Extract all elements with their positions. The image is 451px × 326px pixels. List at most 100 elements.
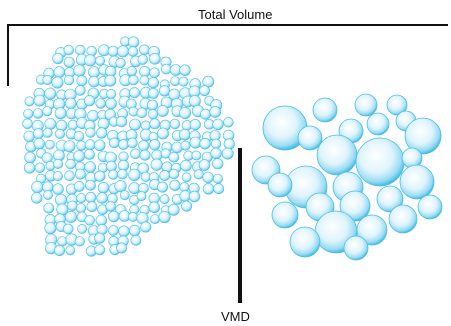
small-droplet (53, 245, 65, 257)
large-droplet (366, 112, 390, 136)
small-droplet (149, 67, 160, 79)
small-droplet (44, 139, 55, 150)
small-droplet (73, 180, 85, 192)
large-droplet-cluster (251, 93, 443, 261)
small-droplet (212, 118, 224, 131)
small-droplet (128, 74, 139, 86)
small-droplet (44, 222, 57, 235)
small-droplet (24, 151, 36, 164)
small-droplet (158, 211, 171, 224)
small-droplet (65, 158, 76, 170)
small-droplet (169, 179, 181, 191)
small-droplet (149, 118, 161, 130)
small-droplet (148, 201, 161, 214)
small-droplet-cluster (22, 36, 235, 257)
small-droplet (180, 140, 191, 151)
small-droplet (116, 242, 127, 254)
small-droplet (42, 106, 53, 117)
small-droplet (178, 76, 189, 87)
small-droplet (34, 162, 46, 173)
small-droplet (85, 191, 97, 203)
total-volume-bracket-line (7, 24, 448, 86)
small-droplet (167, 203, 180, 216)
small-droplet (75, 44, 86, 56)
small-droplet (94, 170, 106, 182)
small-droplet (137, 54, 149, 65)
small-droplet (85, 179, 96, 191)
small-droplet (139, 75, 150, 86)
small-droplet (158, 85, 171, 97)
small-droplet (33, 94, 46, 107)
small-droplet (179, 107, 192, 120)
small-droplet (129, 118, 141, 131)
small-droplet (42, 127, 53, 138)
small-droplet (44, 87, 57, 100)
small-droplet (129, 224, 141, 237)
small-droplet (117, 45, 130, 58)
small-droplet (75, 203, 87, 214)
small-droplet (23, 162, 36, 174)
small-droplet (84, 54, 97, 67)
large-droplet (376, 185, 404, 213)
small-droplet (33, 137, 45, 150)
small-droplet (32, 108, 44, 119)
total-volume-label: Total Volume (198, 7, 273, 22)
small-droplet (94, 244, 106, 256)
small-droplet (77, 223, 87, 234)
small-droplet (127, 46, 139, 57)
small-droplet (73, 150, 85, 162)
small-droplet (51, 76, 64, 89)
small-droplet (168, 168, 180, 180)
small-droplet (127, 137, 138, 149)
small-droplet (178, 128, 191, 141)
small-droplet (199, 85, 210, 97)
small-droplet (107, 45, 119, 57)
small-droplet (170, 76, 180, 86)
small-droplet (189, 136, 202, 149)
small-droplet (159, 170, 171, 181)
large-droplet (289, 226, 321, 258)
small-droplet (136, 191, 147, 201)
small-droplet (188, 190, 201, 203)
small-droplet (168, 151, 180, 163)
small-droplet (126, 66, 137, 77)
small-droplet (191, 150, 202, 161)
vmd-label: VMD (221, 309, 250, 324)
small-droplet (138, 140, 150, 152)
small-droplet (105, 97, 117, 110)
small-droplet (139, 44, 150, 56)
small-droplet (139, 65, 151, 78)
small-droplet (84, 139, 96, 151)
small-droplet (53, 66, 66, 78)
small-droplet (97, 182, 110, 194)
small-droplet (198, 159, 211, 171)
small-droplet (76, 75, 88, 87)
small-droplet (181, 200, 193, 212)
small-droplet (150, 214, 160, 224)
small-droplet (223, 138, 235, 150)
small-droplet (64, 97, 77, 110)
small-droplet (75, 168, 86, 180)
small-droplet (87, 110, 99, 122)
small-droplet (52, 171, 63, 182)
small-droplet (33, 128, 44, 140)
small-droplet (210, 147, 222, 160)
small-droplet (212, 173, 223, 184)
small-droplet (211, 138, 222, 149)
small-droplet (31, 192, 43, 204)
small-droplet (65, 210, 78, 223)
small-droplet (181, 172, 192, 183)
small-droplet (199, 138, 211, 150)
small-droplet (65, 245, 76, 256)
small-droplet (150, 158, 163, 171)
small-droplet (193, 169, 204, 180)
small-droplet (107, 210, 120, 223)
small-droplet (157, 181, 169, 193)
small-droplet (128, 168, 141, 181)
small-droplet (63, 44, 75, 56)
small-droplet (88, 75, 100, 88)
small-droplet (86, 201, 98, 213)
small-droplet (213, 183, 225, 195)
small-droplet (209, 106, 221, 118)
